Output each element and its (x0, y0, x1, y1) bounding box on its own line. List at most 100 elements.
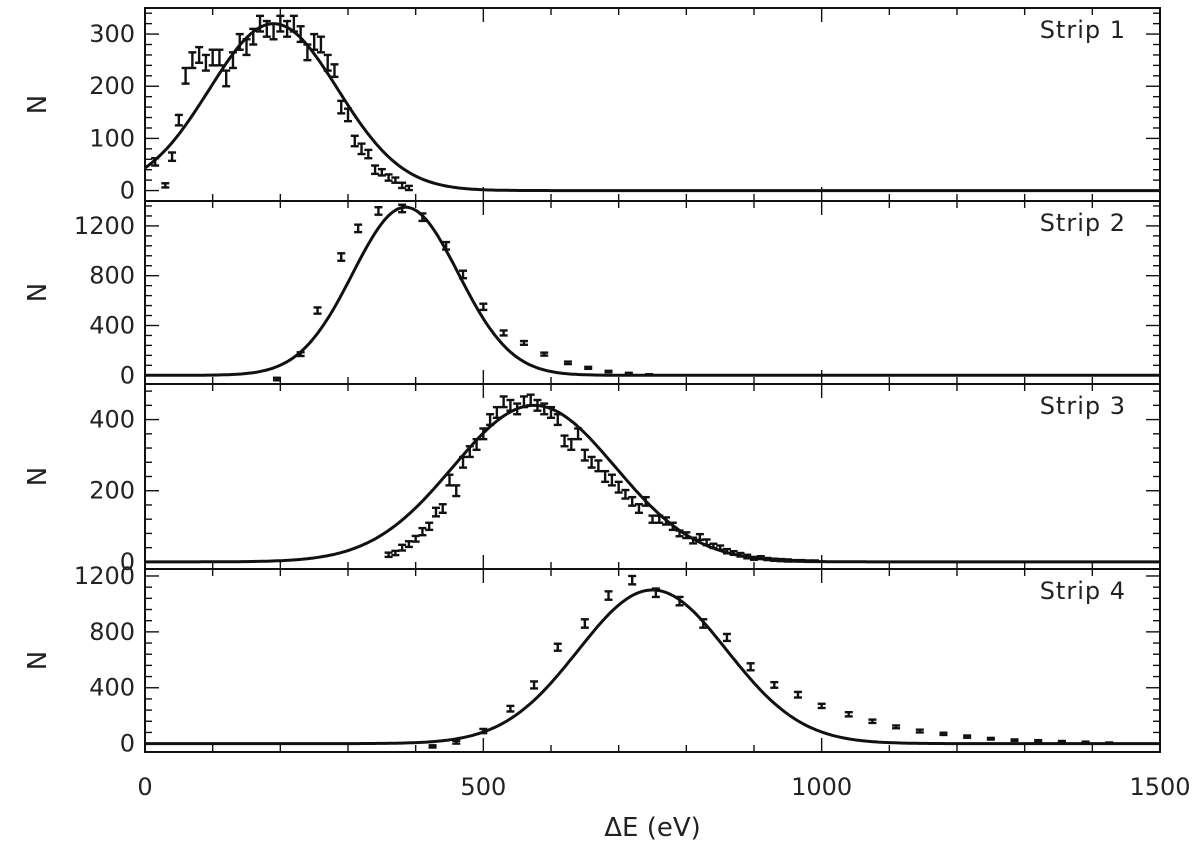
data-point (651, 587, 660, 599)
data-point (743, 553, 752, 560)
data-point (442, 240, 451, 251)
data-point (283, 19, 292, 38)
data-point (479, 727, 488, 735)
data-point (506, 704, 515, 713)
data-point (810, 559, 819, 564)
y-axis-label: N (23, 651, 53, 670)
data-point (188, 51, 197, 70)
data-point (601, 469, 610, 484)
data-point (770, 680, 779, 689)
fit-curve (144, 22, 1160, 193)
data-point (452, 739, 461, 745)
data-point (313, 306, 322, 315)
data-point (1081, 740, 1090, 744)
data-point (425, 521, 434, 532)
data-point (574, 427, 583, 441)
data-point (783, 558, 792, 563)
data-point (499, 395, 508, 409)
data-point (584, 365, 593, 371)
data-point (398, 181, 407, 190)
data-point (384, 173, 393, 182)
data-point (986, 736, 995, 741)
data-point (793, 690, 802, 699)
data-point (580, 448, 589, 462)
data-point (682, 531, 691, 540)
data-point (777, 557, 786, 563)
data-point (181, 66, 190, 85)
data-point (479, 302, 488, 312)
data-point (337, 252, 346, 262)
data-point (316, 35, 325, 54)
data-point (404, 540, 413, 549)
data-point (892, 724, 901, 730)
data-point (645, 372, 654, 377)
data-point (1057, 739, 1066, 744)
y-tick-label: 0 (120, 548, 135, 576)
data-point (817, 702, 826, 710)
y-axis-label: N (23, 467, 53, 486)
data-point (289, 14, 298, 33)
data-point (868, 718, 877, 725)
data-point (445, 473, 454, 487)
data-point (716, 544, 725, 551)
data-point (228, 51, 237, 70)
data-point (756, 554, 765, 561)
strip-label: Strip 2 (1040, 209, 1126, 237)
data-point (506, 398, 515, 412)
data-point (607, 473, 616, 487)
data-point (404, 184, 413, 192)
data-point (411, 534, 420, 543)
panel-frame (144, 568, 1161, 753)
x-tick-label: 500 (460, 773, 506, 801)
data-point (540, 402, 549, 416)
y-tick-label: 400 (89, 674, 135, 702)
y-tick-label: 1200 (74, 562, 135, 590)
data-point (587, 455, 596, 469)
data-point (354, 223, 363, 234)
data-point (465, 445, 474, 459)
data-point (604, 590, 613, 601)
data-point (540, 351, 549, 357)
data-point (357, 142, 366, 156)
data-point (296, 25, 305, 44)
data-point (553, 642, 562, 652)
data-point (201, 53, 210, 72)
data-point (344, 107, 352, 123)
x-tick-label: 0 (137, 773, 152, 801)
data-point (269, 22, 278, 41)
fit-curve (145, 588, 1160, 746)
data-point (628, 574, 637, 586)
data-point (746, 662, 755, 672)
y-tick-label: 300 (89, 20, 135, 48)
data-point (486, 413, 495, 427)
data-point (472, 437, 481, 452)
y-tick-label: 400 (89, 311, 135, 339)
data-point (621, 488, 630, 500)
data-point (648, 514, 657, 524)
data-point (174, 113, 183, 127)
data-point (513, 402, 522, 416)
data-point (459, 455, 468, 469)
data-point (428, 744, 437, 749)
data-point (350, 134, 359, 148)
data-point (398, 543, 407, 552)
data-point (310, 32, 319, 51)
x-tick-label: 1000 (791, 773, 852, 801)
strip-1-panel (144, 7, 1161, 202)
data-point (939, 731, 948, 737)
data-point (655, 514, 664, 524)
data-point (242, 38, 251, 57)
data-point (371, 164, 380, 176)
data-point (418, 212, 427, 223)
data-point (563, 360, 572, 366)
data-point (479, 427, 488, 441)
data-point (262, 19, 271, 38)
data-point (662, 516, 671, 526)
panel-frame (144, 383, 1161, 570)
data-point (296, 351, 305, 358)
data-point (499, 329, 508, 337)
data-point (195, 45, 204, 64)
data-point (377, 167, 386, 177)
data-point (963, 734, 972, 739)
